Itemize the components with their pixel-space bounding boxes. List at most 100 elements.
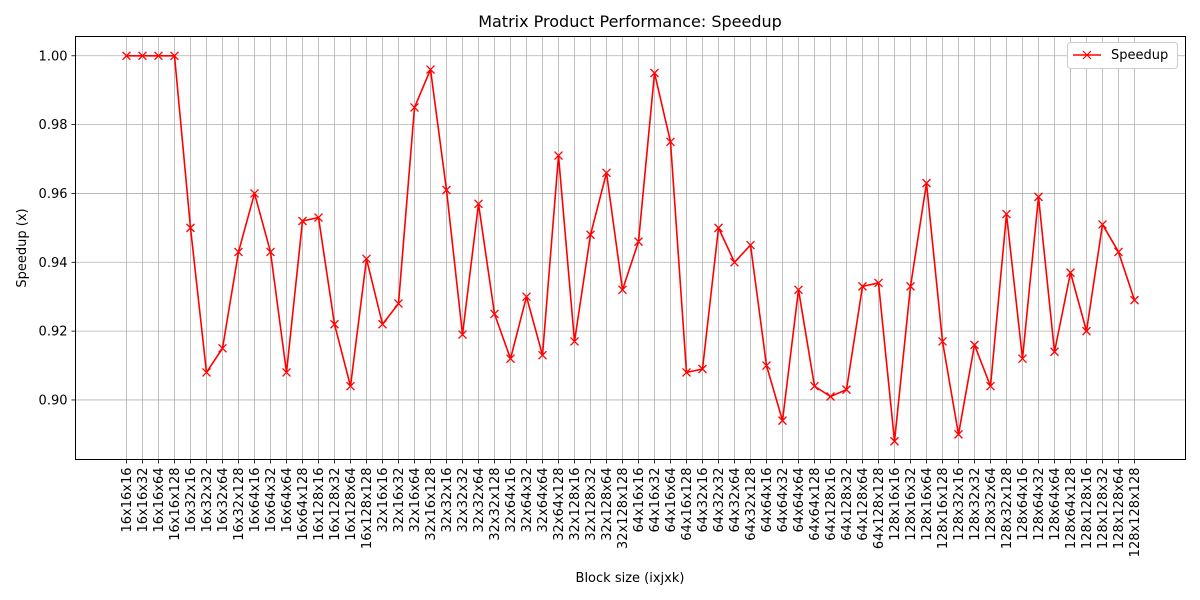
data-point [1034,192,1043,202]
data-point [154,51,163,61]
x-tick-label: 32x16x32 [392,468,407,533]
y-tick-label: 0.94 [39,256,68,271]
x-tick-label: 16x16x128 [168,468,183,541]
x-tick-label: 16x32x32 [200,468,215,533]
data-point [650,68,659,78]
x-tick-label: 32x128x128 [616,468,631,550]
x-tick-label: 128x128x64 [1112,468,1127,550]
data-point [378,319,387,329]
x-tick-label: 128x64x32 [1032,468,1047,541]
grid [75,36,1186,460]
x-tick-label: 128x128x16 [1080,468,1095,550]
x-tick-label: 128x64x128 [1064,468,1079,550]
data-point [810,381,819,391]
data-point [1130,295,1139,305]
x-tick-label: 32x32x128 [488,468,503,541]
data-point [186,223,195,233]
data-point [730,257,739,267]
data-point [858,281,867,291]
x-axis-ticks: 16x16x16 16x16x32 16x16x64 16x16x128 16x32x1… [120,459,1143,557]
data-point [1050,347,1059,357]
x-tick-label: 128x16x32 [904,468,919,541]
x-tick-label: 32x128x64 [600,468,615,541]
x-tick-label: 16x128x32 [328,468,343,541]
data-point [346,381,355,391]
data-point [826,392,835,401]
data-point [586,230,595,240]
legend: Speedup [1067,42,1178,69]
x-tick-label: 32x64x32 [520,468,535,533]
x-tick-label: 64x32x32 [712,468,727,533]
data-point [1002,209,1011,219]
data-point [490,309,499,319]
data-point [218,343,227,353]
data-point [922,178,931,188]
x-tick-label: 128x32x128 [1000,468,1015,550]
x-tick-label: 16x128x64 [344,468,359,541]
data-point [1066,268,1075,278]
data-point [794,285,803,295]
x-tick-label: 128x16x128 [936,468,951,550]
data-point [634,237,643,247]
x-tick-label: 128x16x16 [888,468,903,541]
x-tick-label: 128x64x64 [1048,468,1063,541]
data-point [954,429,963,439]
data-point [266,247,275,257]
data-point [122,51,131,61]
x-tick-label: 16x64x16 [248,468,263,533]
x-tick-label: 64x128x64 [856,468,871,541]
series-layer [122,51,1139,446]
x-tick-label: 64x128x128 [872,468,887,550]
x-tick-label: 64x16x32 [648,468,663,533]
x-tick-label: 128x32x16 [952,468,967,541]
x-tick-label: 32x32x16 [440,468,455,533]
data-point [778,416,787,426]
data-point [282,367,291,377]
data-point [442,185,451,195]
x-tick-label: 16x16x16 [120,468,135,533]
x-tick-label: 128x128x32 [1096,468,1111,550]
x-tick-label: 16x64x128 [296,468,311,541]
x-tick-label: 32x32x64 [472,468,487,533]
x-tick-label: 64x64x32 [776,468,791,533]
data-point [890,436,899,446]
x-tick-label: 128x64x16 [1016,468,1031,541]
x-tick-label: 128x32x32 [968,468,983,541]
data-point [538,350,547,360]
y-axis-label: Speedup (x) [15,208,30,287]
data-point [410,102,419,112]
data-point [666,137,675,147]
x-tick-label: 16x128x128 [360,468,375,550]
data-point [250,188,259,198]
x-tick-label: 32x32x32 [456,468,471,533]
x-tick-label: 64x16x64 [664,468,679,533]
x-tick-label: 64x128x16 [824,468,839,541]
x-tick-label: 16x16x64 [152,468,167,533]
data-point [330,319,339,329]
data-point [906,281,915,291]
data-point [506,354,515,364]
data-point [234,247,243,257]
legend-box [1067,42,1178,69]
data-point [522,292,531,302]
x-tick-label: 64x64x16 [760,468,775,533]
x-tick-label: 64x32x128 [744,468,759,541]
legend-marker [1082,50,1092,60]
x-tick-label: 64x128x32 [840,468,855,541]
x-tick-label: 16x128x16 [312,468,327,541]
data-point [970,340,979,350]
data-point [426,65,435,75]
data-point [842,385,851,395]
x-tick-label: 64x32x16 [696,468,711,533]
x-tick-label: 16x64x32 [264,468,279,533]
data-point [698,364,707,374]
data-point [682,367,691,377]
x-tick-label: 64x32x64 [728,468,743,533]
x-tick-label: 32x16x64 [408,468,423,533]
data-point [602,168,611,178]
data-point [618,285,627,295]
x-tick-label: 128x32x64 [984,468,999,541]
data-point [362,254,371,264]
x-tick-label: 64x64x64 [792,468,807,533]
x-axis-label: Block size (ixjxk) [576,571,685,586]
